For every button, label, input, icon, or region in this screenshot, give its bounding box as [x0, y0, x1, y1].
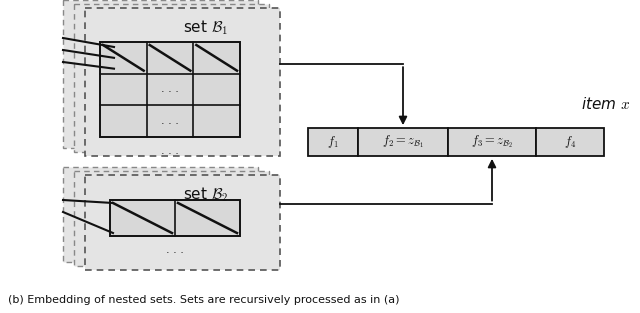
- Bar: [100, 42, 240, 137]
- Bar: [308, 128, 358, 156]
- Bar: [74, 4, 269, 152]
- Bar: [74, 171, 269, 266]
- Bar: [448, 128, 536, 156]
- Bar: [110, 200, 240, 236]
- Text: item $x$: item $x$: [580, 96, 630, 112]
- Text: . . .: . . .: [161, 116, 179, 126]
- Text: set $\mathcal{B}_2$: set $\mathcal{B}_2$: [183, 186, 228, 204]
- Bar: [85, 8, 280, 156]
- Bar: [85, 175, 280, 270]
- Bar: [63, 0, 258, 148]
- Text: (b) Embedding of nested sets. Sets are recursively processed as in (a): (b) Embedding of nested sets. Sets are r…: [8, 295, 399, 305]
- Text: $f_4$: $f_4$: [564, 134, 576, 150]
- Bar: [536, 128, 604, 156]
- Bar: [358, 128, 448, 156]
- Text: . . .: . . .: [161, 85, 179, 95]
- Text: . . .: . . .: [161, 146, 179, 156]
- Bar: [63, 167, 258, 262]
- Text: $f_3=z_{\mathcal{B}_2}$: $f_3=z_{\mathcal{B}_2}$: [471, 134, 513, 150]
- Text: $f_2=z_{\mathcal{B}_1}$: $f_2=z_{\mathcal{B}_1}$: [382, 134, 424, 150]
- Text: $f_1$: $f_1$: [327, 134, 339, 150]
- Text: . . .: . . .: [166, 245, 184, 255]
- Text: set $\mathcal{B}_1$: set $\mathcal{B}_1$: [183, 19, 228, 37]
